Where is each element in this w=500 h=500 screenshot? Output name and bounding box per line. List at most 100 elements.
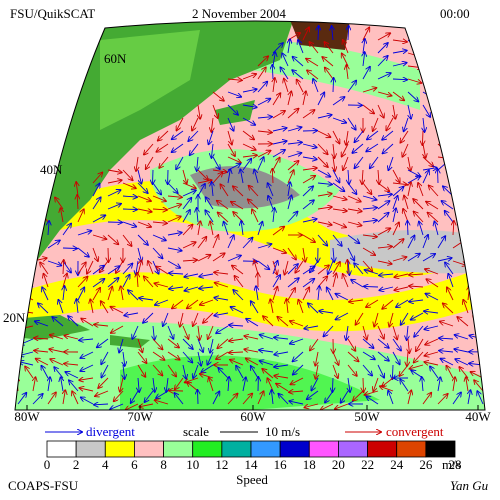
wind-arrow [437,117,447,129]
colorbar-tick: 26 [419,457,433,472]
lon-label: 40W [465,409,491,424]
wind-arrow [209,378,214,392]
wind-arrow [302,234,315,242]
wind-arrow [111,307,124,314]
wind-arrow [38,303,49,314]
wind-arrow [481,299,483,314]
wind-arrow [373,117,379,131]
wind-arrow [243,377,246,392]
wind-arrow [119,338,124,353]
wind-arrow [152,364,162,375]
wind-arrow [437,236,445,249]
wind-arrow [392,40,407,42]
wind-arrow [482,92,485,106]
wind-arrow [123,351,125,366]
wind-arrow [122,234,132,246]
wind-arrow [167,216,181,223]
wind-arrow [167,325,173,339]
wind-arrow [137,209,152,212]
wind-arrow [343,274,349,288]
colorbar-tick: 22 [361,457,374,472]
wind-arrow [137,260,142,275]
wind-arrow [19,362,34,365]
wind-arrow [152,182,161,194]
wind-arrow [317,156,328,167]
colorbar-swatch [192,440,223,458]
wind-arrow [392,351,400,364]
wind-arrow [332,97,345,106]
wind-arrow [197,156,198,171]
wind-arrow [122,182,136,188]
wind-arrow [270,299,273,314]
wind-arrow [227,130,232,145]
wind-arrow [392,169,400,182]
wind-arrow [422,170,429,184]
wind-arrow [302,110,315,119]
wind-arrow [260,335,274,340]
colorbar-swatch [163,440,194,458]
wind-arrow [197,338,203,352]
wind-arrow [455,359,469,366]
wind-arrow [481,182,483,197]
wind-arrow [81,397,94,405]
wind-arrow [167,196,182,197]
wind-arrow [467,157,474,171]
wind-arrow [128,290,139,301]
wind-arrow [227,156,241,163]
wind-arrow [167,233,182,236]
wind-arrow [365,390,379,395]
wind-arrow [182,260,197,261]
wind-arrow [370,156,379,168]
wind-arrow [377,261,392,264]
wind-arrow [418,183,424,197]
colorbar-tick: 12 [215,457,228,472]
wind-arrow [392,51,407,54]
wind-arrow [227,117,234,131]
wind-arrow [332,130,340,143]
wind-arrow [197,169,208,180]
wind-arrow [460,198,469,210]
wind-arrow [297,80,304,93]
wind-arrow [307,390,319,399]
wind-arrow [336,312,349,320]
wind-arrow [290,321,304,327]
wind-arrow [107,190,121,197]
wind-arrow [216,325,229,333]
wind-arrow [137,364,145,377]
wind-arrow [336,294,349,301]
wind-arrow [304,403,319,408]
wind-arrow [233,290,244,301]
wind-arrow [362,182,372,194]
wind-arrow [108,247,109,262]
wind-arrow [408,104,411,119]
wind-arrow [152,338,163,349]
wind-arrow [212,182,213,197]
wind-arrow [273,208,275,223]
wind-arrow [407,91,418,102]
wind-arrow [394,274,409,277]
wind-arrow [92,288,100,301]
wind-arrow [362,364,372,376]
wind-arrow [15,364,19,370]
wind-arrow [377,43,388,54]
wind-arrow [392,364,393,379]
wind-arrow [199,274,214,277]
wind-arrow [197,255,211,262]
wind-arrow [407,78,421,83]
wind-arrow [325,390,334,403]
wind-arrow [136,156,138,171]
wind-arrow [404,196,409,210]
wind-arrow [214,313,229,316]
wind-arrow [407,236,415,249]
wind-arrow [452,85,465,93]
wind-arrow [242,89,257,92]
wind-arrow [212,156,220,169]
wind-arrow [474,380,484,392]
wind-arrow [263,316,274,327]
wind-arrow [356,312,364,325]
wind-arrow [324,42,334,54]
wind-arrow [482,262,485,275]
wind-arrow [437,92,452,93]
wind-arrow [137,195,151,201]
wind-arrow [362,195,377,200]
